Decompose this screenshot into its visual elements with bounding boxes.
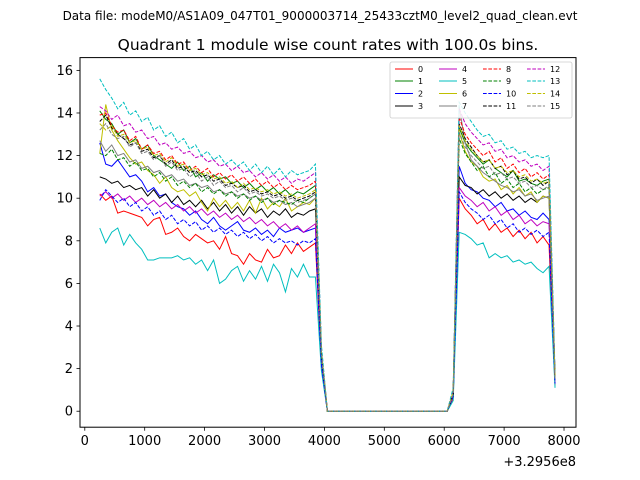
legend-label-15: 15 [550,102,560,111]
series-line-13 [99,78,556,412]
legend-label-6: 6 [462,90,467,99]
legend-label-9: 9 [506,77,511,86]
x-tick-label: 4000 [308,434,341,449]
series-line-14 [99,123,556,412]
y-tick-label: 0 [65,405,73,420]
legend-label-7: 7 [462,102,467,111]
series-line-3 [99,175,556,412]
legend-label-3: 3 [418,102,423,111]
y-tick-label: 12 [56,149,73,164]
legend-label-4: 4 [462,65,467,74]
legend-label-12: 12 [550,65,560,74]
series-line-12 [99,106,556,412]
y-tick-label: 2 [65,362,73,377]
chart-title: Quadrant 1 module wise count rates with … [118,36,539,54]
series-line-7 [99,106,556,412]
x-tick-label: 6000 [428,434,461,449]
x-tick-label: 7000 [488,434,521,449]
legend-label-5: 5 [462,77,467,86]
chart-suptitle: Data file: modeM0/AS1A09_047T01_90000037… [63,9,578,23]
legend-label-14: 14 [550,90,560,99]
y-tick-label: 6 [65,277,73,292]
x-tick-label: 1000 [128,434,161,449]
series-line-0 [99,193,556,412]
legend-label-2: 2 [418,90,423,99]
y-axis: 0 2 4 6 8 10 12 14 16 [56,64,80,420]
legend-frame [389,61,573,119]
x-axis-offset: +3.2956e8 [503,455,576,470]
x-axis: 0 1000 2000 3000 4000 5000 6000 7000 8000 [81,427,581,449]
series-line-11 [99,114,556,412]
series-line-2 [99,142,556,412]
y-tick-label: 4 [65,320,73,335]
y-tick-label: 16 [56,64,73,79]
y-tick-label: 10 [56,192,73,207]
legend-label-1: 1 [418,77,423,86]
legend-label-8: 8 [506,65,511,74]
y-tick-label: 14 [56,106,73,121]
series-line-5 [99,227,556,412]
series-line-15 [99,122,556,412]
x-tick-label: 5000 [368,434,401,449]
plot-frame [79,57,577,428]
plot-series [99,78,556,412]
x-tick-label: 0 [81,434,89,449]
y-tick-label: 8 [65,234,73,249]
series-line-4 [99,186,556,412]
series-line-1 [99,110,556,412]
x-tick-label: 8000 [547,434,580,449]
series-line-8 [99,112,556,412]
legend-label-11: 11 [506,102,516,111]
x-tick-label: 3000 [248,434,281,449]
legend-label-10: 10 [506,90,516,99]
x-tick-label: 2000 [188,434,221,449]
legend-label-0: 0 [418,65,423,74]
legend-label-13: 13 [550,77,560,86]
series-line-10 [99,188,556,412]
